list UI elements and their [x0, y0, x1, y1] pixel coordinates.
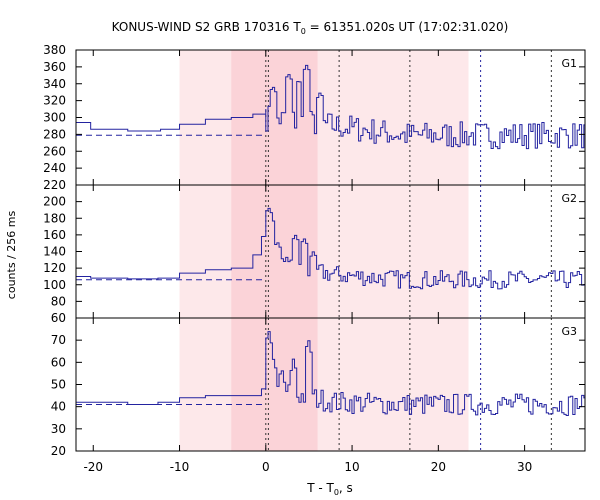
- shaded-interval-1: [231, 185, 318, 318]
- panel-label-g2: G2: [561, 192, 577, 205]
- y-tick-label: 180: [43, 211, 66, 225]
- y-axis-label: counts / 256 ms: [5, 211, 18, 300]
- x-label-tail: , s: [339, 481, 353, 495]
- y-tick-label: 380: [43, 43, 66, 57]
- x-tick-label: -10: [170, 460, 190, 474]
- panel-g2: 60 80 100 120 140 160 180 200 G2: [43, 184, 586, 325]
- x-axis-label: T - T0, s: [306, 481, 353, 497]
- plot-area: 220240260280300320340360380G160801001201…: [43, 43, 586, 474]
- y-tick-label: 70: [51, 333, 66, 347]
- y-tick-label: 320: [43, 94, 66, 108]
- x-tick-label: 10: [344, 460, 359, 474]
- shaded-interval-0: [179, 50, 469, 185]
- title-tail: = 61351.020s UT (17:02:31.020): [306, 20, 509, 34]
- y-tick-label: 160: [43, 228, 66, 242]
- chart-title: KONUS-WIND S2 GRB 170316 T0 = 61351.020s…: [112, 20, 509, 36]
- y-tick-label: 300: [43, 111, 66, 125]
- y-tick-label: 80: [51, 294, 66, 308]
- title-subscript: 0: [301, 27, 306, 36]
- light-curve-g1: [76, 64, 585, 150]
- y-tick-label: 40: [51, 400, 66, 414]
- y-tick-label: 360: [43, 60, 66, 74]
- y-tick-label: 260: [43, 144, 66, 158]
- y-tick-label: 30: [51, 422, 66, 436]
- light-curve-g3: [76, 331, 585, 416]
- shaded-interval-0: [179, 185, 469, 318]
- x-tick-label: 30: [517, 460, 532, 474]
- x-tick-label: 0: [262, 460, 270, 474]
- title-main: KONUS-WIND S2 GRB 170316 T: [112, 20, 302, 34]
- y-tick-label: 120: [43, 261, 66, 275]
- shaded-interval-1: [231, 318, 318, 451]
- x-tick-label: 20: [431, 460, 446, 474]
- light-curve-g2: [76, 207, 585, 290]
- y-tick-label: 20: [51, 444, 66, 458]
- x-label-main: T - T: [306, 481, 334, 495]
- y-tick-label: 100: [43, 278, 66, 292]
- panel-g1: 220 240 260 280 300 320 340 360 380 G1: [43, 43, 586, 192]
- panel-label-g3: G3: [561, 325, 577, 338]
- y-tick-label: 60: [51, 311, 66, 325]
- y-tick-label: 50: [51, 378, 66, 392]
- y-tick-label: 140: [43, 245, 66, 259]
- y-tick-label: 220: [43, 178, 66, 192]
- y-tick-label: 200: [43, 195, 66, 209]
- x-label-subscript: 0: [334, 488, 339, 497]
- y-tick-label: 340: [43, 77, 66, 91]
- x-tick-label: -20: [83, 460, 103, 474]
- y-tick-label: 240: [43, 161, 66, 175]
- panel-g3: 20 30 40 50 60 70 G3: [51, 317, 586, 458]
- y-tick-label: 60: [51, 355, 66, 369]
- shaded-interval-0: [179, 318, 469, 451]
- y-tick-label: 280: [43, 127, 66, 141]
- panel-label-g1: G1: [561, 57, 577, 70]
